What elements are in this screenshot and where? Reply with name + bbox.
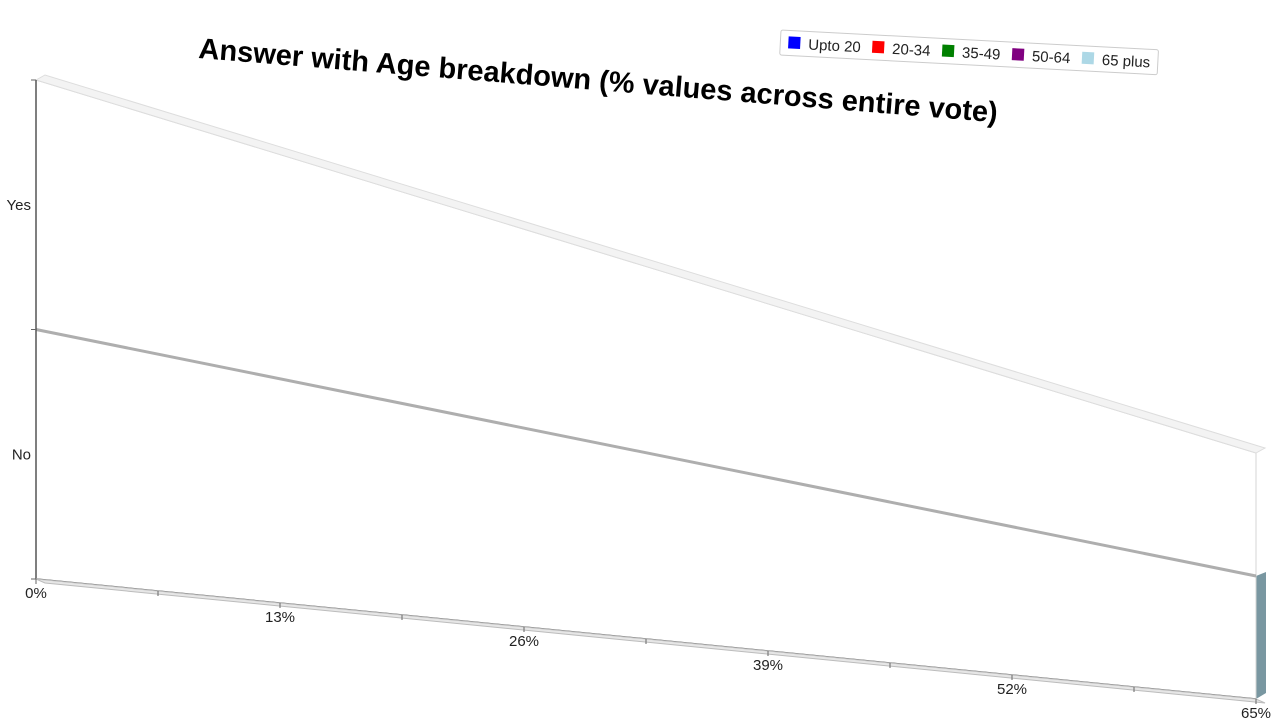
legend-item[interactable]: 20-34 bbox=[871, 40, 931, 60]
legend-item[interactable]: 35-49 bbox=[941, 43, 1001, 64]
axes: 0% 13% 26% 39% 52% 65% Yes No bbox=[7, 74, 1271, 720]
legend-item[interactable]: Upto 20 bbox=[788, 35, 861, 56]
legend-swatch bbox=[788, 36, 801, 50]
legend-box: Upto 20 20-34 35-49 50-64 65 plus bbox=[779, 29, 1159, 76]
legend-swatch bbox=[1081, 51, 1095, 65]
legend-label: 20-34 bbox=[892, 41, 931, 60]
legend-swatch bbox=[1011, 48, 1025, 61]
x-tick-label: 13% bbox=[265, 609, 295, 626]
legend-swatch bbox=[871, 40, 885, 54]
bar-end-no bbox=[1256, 572, 1266, 699]
legend-label: 65 plus bbox=[1101, 52, 1150, 72]
legend-label: 50-64 bbox=[1032, 48, 1071, 67]
y-category-label: No bbox=[12, 446, 31, 463]
x-tick-label: 26% bbox=[509, 633, 539, 650]
legend-label: Upto 20 bbox=[808, 36, 861, 56]
plot-frame-depth bbox=[34, 74, 1267, 454]
x-tick-label: 39% bbox=[753, 657, 783, 674]
legend-label: 35-49 bbox=[962, 45, 1001, 64]
category-separator bbox=[35, 328, 1257, 578]
legend-item[interactable]: 50-64 bbox=[1011, 47, 1071, 67]
x-tick-label: 65% bbox=[1241, 705, 1271, 720]
x-axis-floor bbox=[35, 578, 1266, 704]
legend-swatch bbox=[941, 44, 955, 58]
legend-item[interactable]: 65 plus bbox=[1081, 51, 1151, 72]
x-tick-label: 52% bbox=[997, 681, 1027, 698]
legend[interactable]: Upto 20 20-34 35-49 50-64 65 plus bbox=[779, 29, 1159, 76]
y-category-label: Yes bbox=[7, 197, 31, 214]
x-tick-label: 0% bbox=[25, 585, 47, 602]
